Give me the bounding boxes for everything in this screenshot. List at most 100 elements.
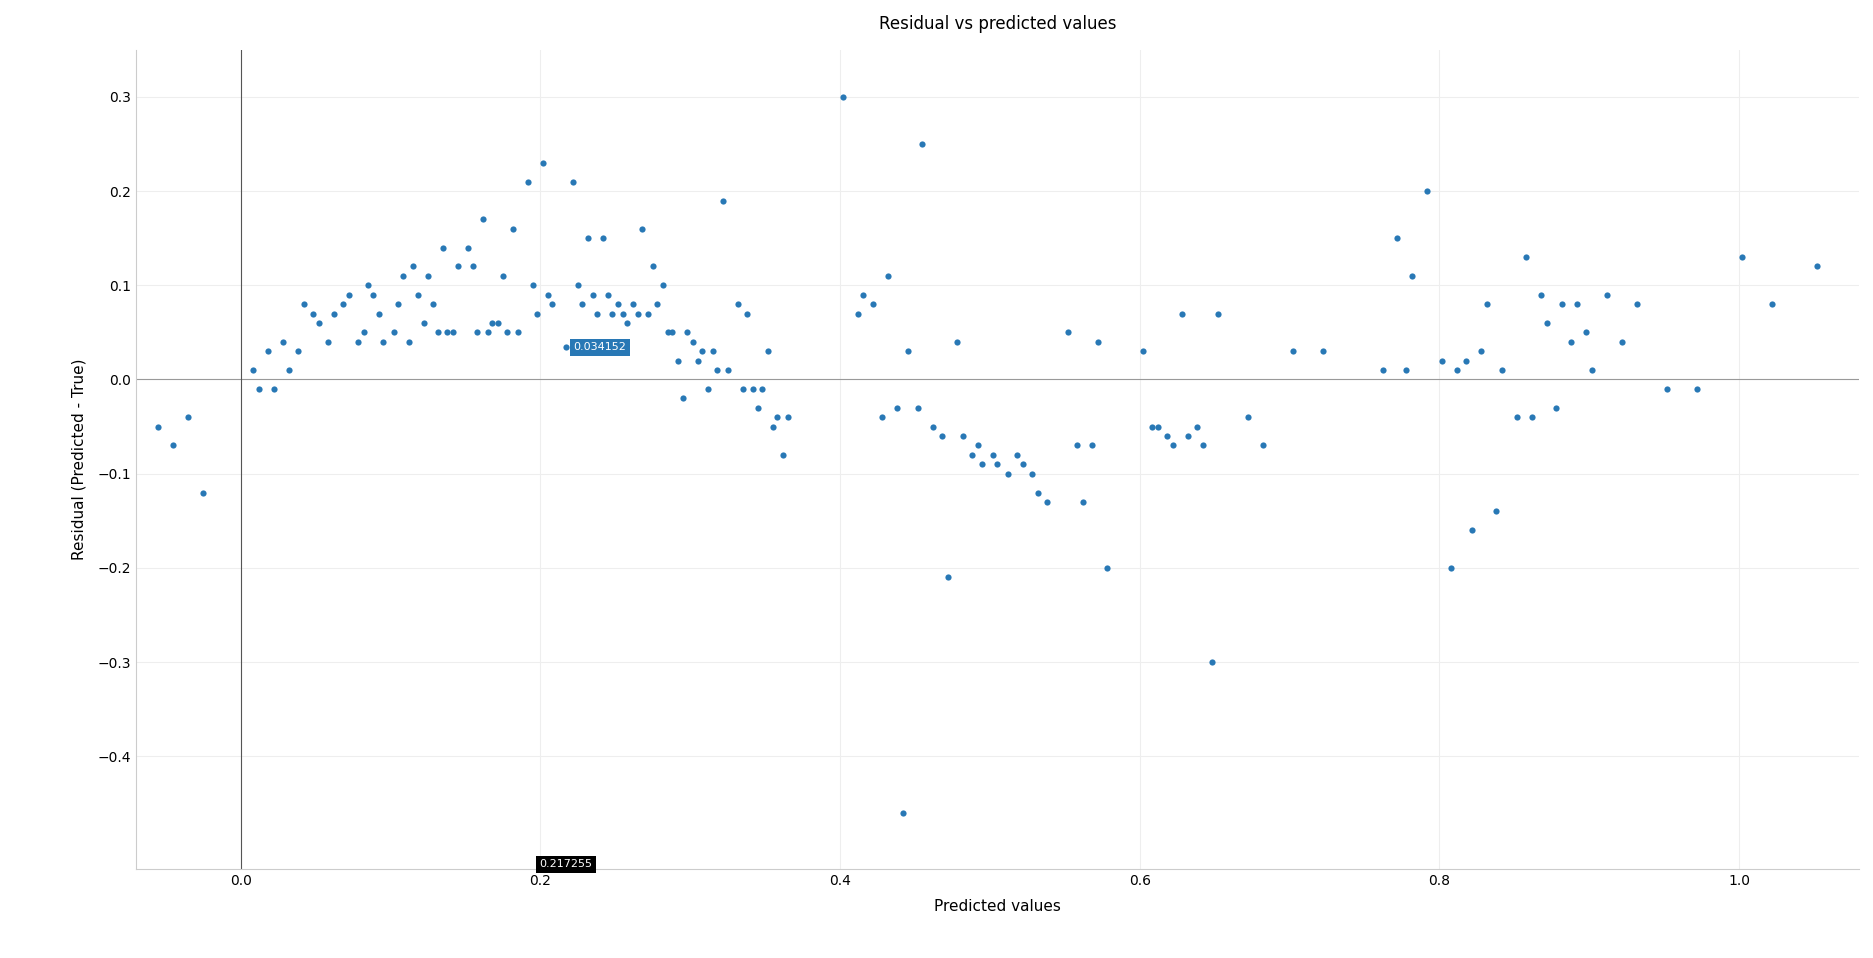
Point [966,457,996,472]
Point [142,419,172,434]
Point [1397,268,1427,284]
Point [1457,522,1487,537]
Point [732,306,762,321]
Point [723,296,753,311]
Point [1652,381,1682,397]
Point [867,409,897,424]
Point [408,315,438,331]
Point [412,268,442,284]
Point [1202,306,1232,321]
Point [157,438,187,453]
Point [1412,183,1442,198]
Point [1487,362,1517,377]
Point [187,485,217,500]
Point [1757,296,1787,311]
Point [1502,409,1532,424]
Text: 0.034152: 0.034152 [573,342,626,353]
Point [1197,654,1227,670]
Point [1547,296,1577,311]
Point [1277,344,1307,359]
Point [243,381,273,397]
Point [963,438,993,453]
Point [303,315,333,331]
Point [1023,485,1053,500]
Point [283,344,313,359]
Point [551,340,581,355]
Point [1392,362,1422,377]
Point [607,306,637,321]
Point [957,447,987,463]
Point [873,268,903,284]
Point [903,400,933,416]
Point [1437,560,1467,576]
Point [738,381,768,397]
Point [652,325,682,340]
Point [1802,259,1832,274]
Point [352,278,382,293]
Y-axis label: Residual (Predicted - True): Residual (Predicted - True) [71,359,86,560]
Point [358,287,388,303]
Point [657,325,687,340]
Point [348,325,378,340]
Point [768,447,798,463]
Point [981,457,1011,472]
Point [907,136,936,151]
Point [253,344,283,359]
Point [513,174,543,190]
Point [1017,466,1047,481]
Point [828,89,858,104]
Point [367,334,397,350]
Point [1727,249,1757,264]
Point [708,193,738,208]
Point [633,306,663,321]
Point [577,287,607,303]
Point [942,334,972,350]
Point [1427,353,1457,368]
Point [978,447,1008,463]
Point [318,306,348,321]
Point [498,221,528,237]
Point [1367,362,1397,377]
Point [328,296,358,311]
Point [298,306,328,321]
Point [678,334,708,350]
Point [1472,296,1502,311]
Point [343,334,373,350]
Point [463,325,493,340]
Point [1525,287,1555,303]
Point [532,287,562,303]
Point [682,353,712,368]
Point [442,259,472,274]
Point [588,231,618,246]
Point [1182,419,1212,434]
Point [1128,344,1158,359]
Point [753,344,783,359]
Point [1137,419,1167,434]
Point [948,428,978,444]
Point [468,212,498,227]
Point [637,259,667,274]
Point [1053,325,1083,340]
X-axis label: Predicted values: Predicted values [933,900,1060,914]
Point [1307,344,1337,359]
Point [1467,344,1497,359]
Point [672,325,702,340]
Point [1187,438,1217,453]
Point [1570,325,1600,340]
Point [1452,353,1482,368]
Point [612,315,642,331]
Point [1442,362,1472,377]
Point [333,287,363,303]
Point [1032,494,1062,510]
Point [472,325,502,340]
Point [558,174,588,190]
Point [502,325,532,340]
Point [1077,438,1107,453]
Point [1247,438,1277,453]
Point [702,362,732,377]
Point [457,259,487,274]
Point [258,381,288,397]
Point [573,231,603,246]
Point [568,296,597,311]
Point [538,296,568,311]
